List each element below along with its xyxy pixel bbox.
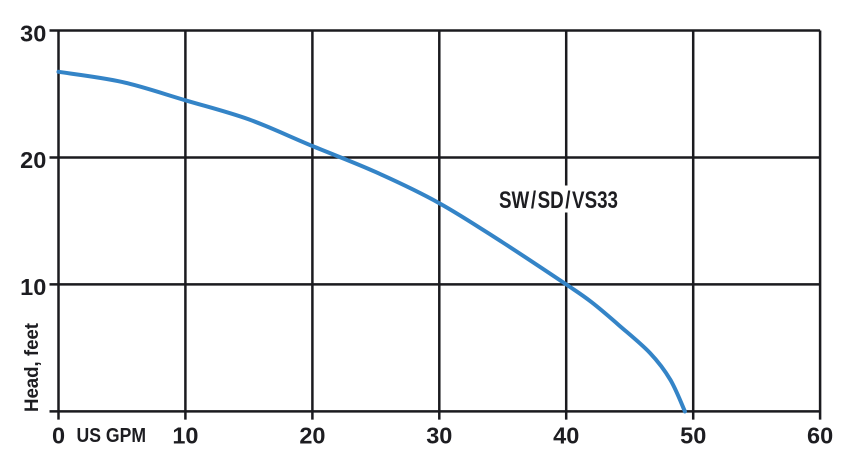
svg-text:SW / SD / VS33: SW / SD / VS33 <box>499 187 618 214</box>
svg-text:10: 10 <box>20 274 46 300</box>
svg-text:20: 20 <box>20 147 46 173</box>
svg-text:10: 10 <box>172 422 198 448</box>
svg-text:30: 30 <box>20 20 46 46</box>
svg-text:60: 60 <box>807 422 833 448</box>
svg-text:50: 50 <box>680 422 706 448</box>
svg-text:Head, feet: Head, feet <box>21 323 43 412</box>
svg-text:US GPM: US GPM <box>77 424 147 447</box>
svg-text:30: 30 <box>426 422 452 448</box>
svg-text:0: 0 <box>52 422 65 448</box>
svg-text:20: 20 <box>299 422 325 448</box>
svg-text:40: 40 <box>553 422 579 448</box>
